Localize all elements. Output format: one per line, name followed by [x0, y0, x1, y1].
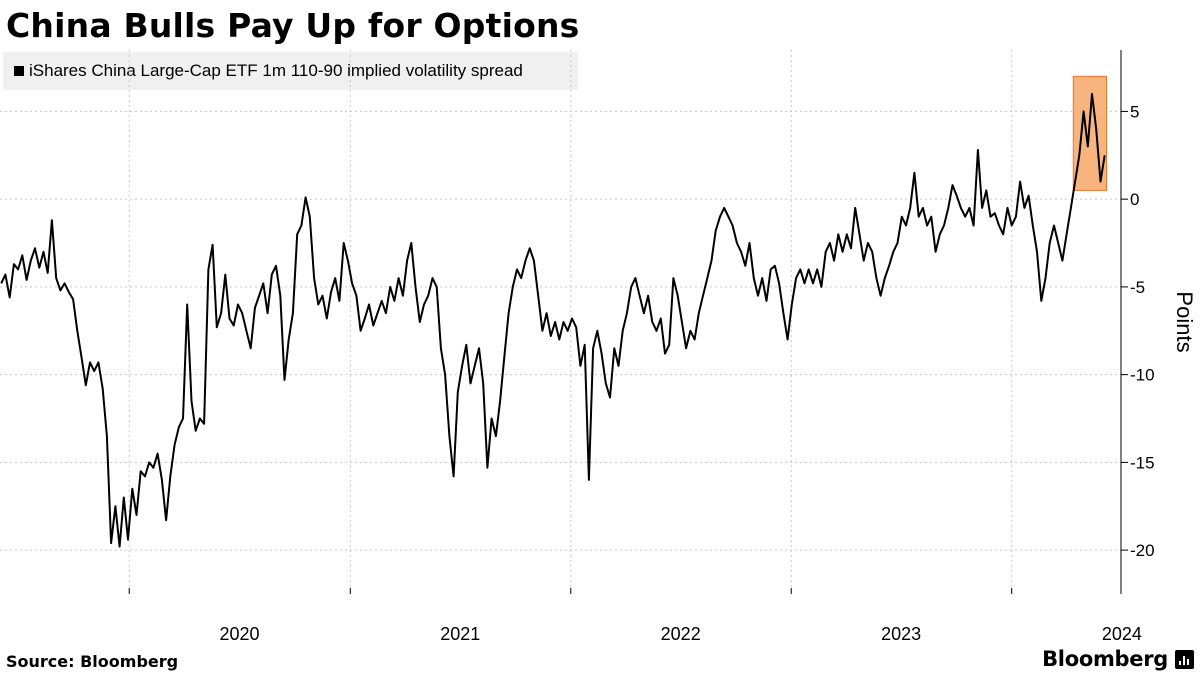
- x-tick-label: 2021: [440, 624, 480, 644]
- x-tick-label: 2024: [1102, 624, 1142, 644]
- legend: iShares China Large-Cap ETF 1m 110-90 im…: [3, 52, 578, 90]
- y-tick-label: -10: [1130, 366, 1155, 385]
- highlight-box: [1072, 75, 1108, 191]
- axes: 5 0 -5 -10 -15 -20 2020 2021 2022 2023 2024 Points: [128, 50, 1197, 644]
- y-tick-label: 0: [1130, 190, 1139, 209]
- y-axis-title: Points: [1172, 291, 1197, 352]
- y-tick-label: -5: [1130, 278, 1145, 297]
- chart-title: China Bulls Pay Up for Options: [6, 6, 580, 45]
- brand-logo: Bloomberg: [1042, 647, 1168, 671]
- grid-lines: [0, 50, 1121, 594]
- y-tick-label: 5: [1130, 102, 1139, 121]
- series-line: [0, 92, 1106, 548]
- bar-chart-icon: [1175, 650, 1194, 669]
- legend-label: iShares China Large-Cap ETF 1m 110-90 im…: [29, 61, 523, 80]
- x-tick-label: 2023: [881, 624, 921, 644]
- x-tick-label: 2022: [661, 624, 701, 644]
- source-note: Source: Bloomberg: [6, 652, 179, 671]
- y-tick-label: -15: [1130, 453, 1155, 472]
- legend-swatch: [14, 66, 24, 76]
- y-tick-label: -20: [1130, 541, 1155, 560]
- series-lines: [0, 92, 1106, 548]
- highlight-region: [1072, 75, 1108, 191]
- x-tick-label: 2020: [219, 624, 259, 644]
